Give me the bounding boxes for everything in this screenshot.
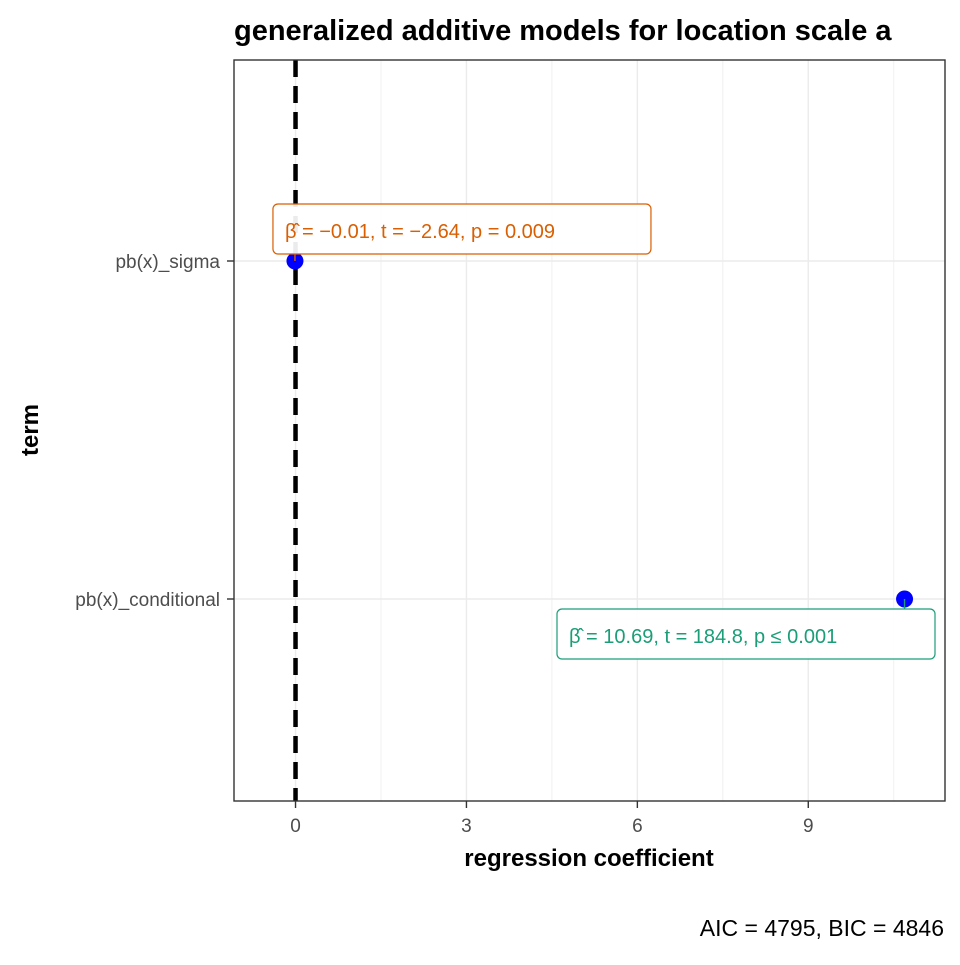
point-label-1: β̂ = 10.69, t = 184.8, p ≤ 0.001: [569, 626, 837, 648]
x-tick-label-0: 0: [290, 816, 301, 837]
y-axis-title: term: [17, 404, 44, 456]
chart-title: generalized additive models for location…: [234, 15, 892, 47]
x-tick-label-3: 9: [803, 816, 814, 837]
y-tick-label-0: pb(x)_conditional: [75, 590, 220, 611]
y-tick-label-1: pb(x)_sigma: [115, 252, 220, 273]
panel-border: [233, 59, 946, 802]
plot-panel: [234, 60, 945, 801]
x-axis-title: regression coefficient: [464, 845, 713, 872]
x-tick-label-1: 3: [461, 816, 472, 837]
point-label-0: β̂ = −0.01, t = −2.64, p = 0.009: [285, 221, 555, 243]
x-tick-label-2: 6: [632, 816, 643, 837]
label-box-1: [556, 608, 936, 660]
chart-caption: AIC = 4795, BIC = 4846: [700, 915, 944, 941]
label-box-0: [272, 203, 652, 255]
